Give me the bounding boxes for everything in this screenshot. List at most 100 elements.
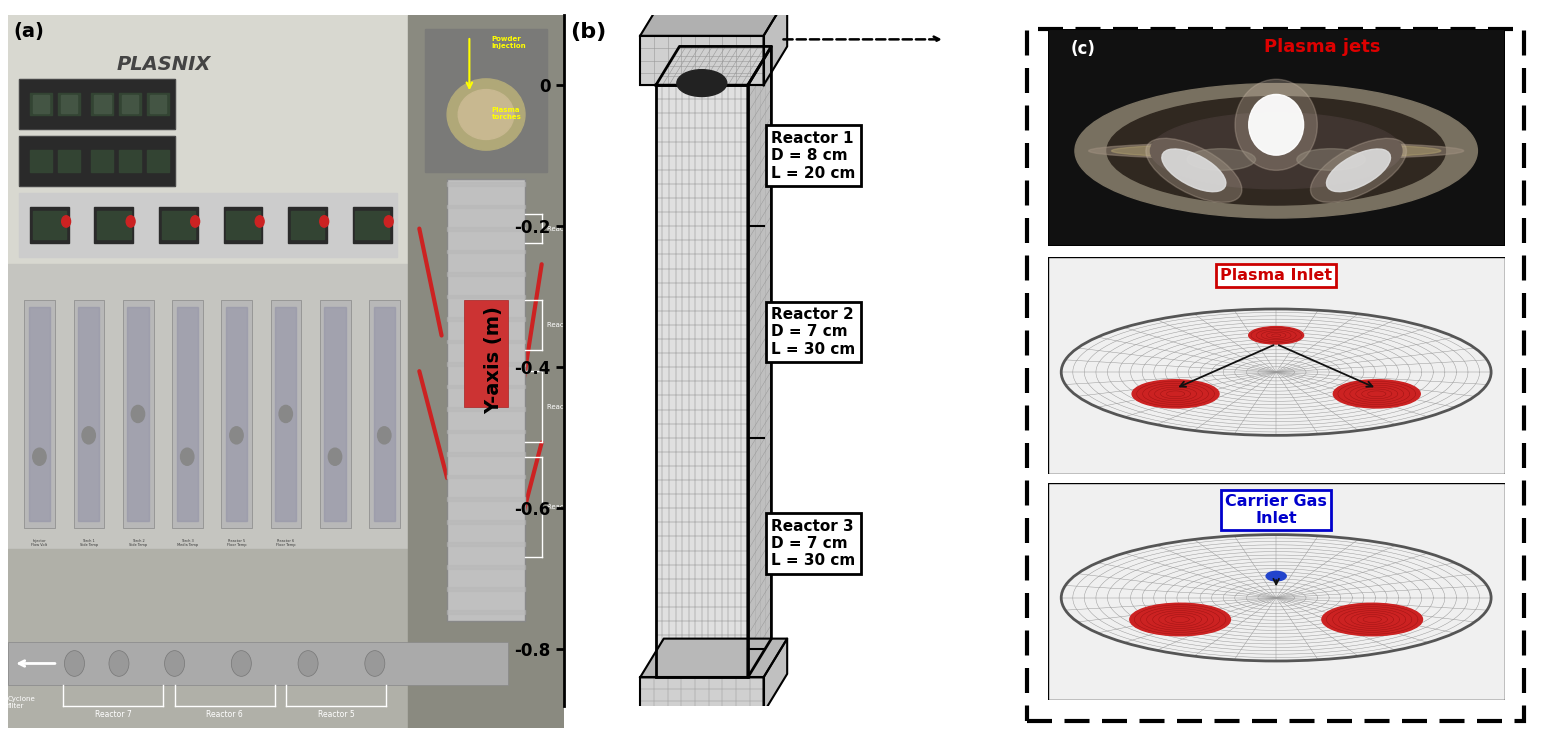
Circle shape: [181, 448, 193, 465]
Ellipse shape: [1187, 148, 1256, 171]
Bar: [447, 430, 525, 434]
Bar: [226, 307, 247, 521]
Bar: [640, 678, 763, 713]
Circle shape: [165, 650, 184, 676]
Circle shape: [190, 216, 199, 227]
Bar: [447, 340, 525, 343]
Bar: [447, 542, 525, 546]
Ellipse shape: [1151, 113, 1401, 189]
Ellipse shape: [1323, 603, 1423, 636]
Bar: [74, 300, 104, 528]
Bar: [119, 150, 141, 171]
Bar: [159, 207, 198, 243]
Bar: [447, 227, 525, 231]
Bar: [447, 295, 525, 298]
Bar: [355, 211, 389, 240]
Text: Cyclone
filter: Cyclone filter: [8, 695, 36, 709]
Text: Reactor 2: Reactor 2: [547, 322, 581, 328]
Bar: [162, 211, 195, 240]
Bar: [171, 300, 202, 528]
Bar: [290, 211, 324, 240]
Text: Powder
injection: Powder injection: [491, 36, 527, 49]
Text: Reactor 1: Reactor 1: [547, 226, 581, 232]
Bar: [57, 150, 80, 171]
Bar: [226, 211, 260, 240]
Bar: [275, 307, 297, 521]
Bar: [147, 93, 168, 115]
Circle shape: [1265, 571, 1287, 581]
Bar: [150, 96, 167, 113]
Bar: [447, 565, 525, 569]
Text: (b): (b): [570, 22, 607, 42]
Text: Torch 2
Side Temp: Torch 2 Side Temp: [128, 539, 147, 548]
Bar: [8, 265, 408, 550]
Bar: [32, 96, 49, 113]
Bar: [464, 300, 508, 407]
Bar: [320, 300, 351, 528]
Bar: [221, 300, 252, 528]
Circle shape: [230, 427, 243, 444]
Ellipse shape: [459, 90, 514, 140]
Bar: [19, 79, 175, 129]
Text: Carrier Gas
Inlet: Carrier Gas Inlet: [1225, 494, 1327, 526]
Circle shape: [377, 427, 391, 444]
Bar: [640, 678, 763, 713]
Bar: [147, 150, 168, 171]
Bar: [408, 15, 564, 728]
Bar: [447, 318, 525, 321]
Bar: [447, 272, 525, 276]
Circle shape: [82, 427, 96, 444]
Bar: [655, 85, 748, 678]
Bar: [127, 307, 148, 521]
Bar: [640, 36, 763, 85]
Bar: [374, 307, 396, 521]
Text: (c): (c): [1071, 40, 1095, 58]
Bar: [287, 207, 328, 243]
Text: Reactor 3
D = 7 cm
L = 30 cm: Reactor 3 D = 7 cm L = 30 cm: [771, 519, 856, 568]
Bar: [8, 550, 564, 728]
Ellipse shape: [1162, 149, 1225, 192]
Bar: [29, 93, 53, 115]
Bar: [447, 362, 525, 366]
Polygon shape: [763, 639, 788, 713]
Y-axis label: Y-axis (m): Y-axis (m): [484, 306, 504, 414]
Circle shape: [32, 448, 46, 465]
Bar: [447, 610, 525, 614]
Circle shape: [365, 650, 385, 676]
Polygon shape: [748, 46, 771, 678]
Ellipse shape: [1106, 96, 1446, 205]
Bar: [29, 307, 49, 521]
Text: PLASNIX: PLASNIX: [116, 55, 210, 74]
Bar: [655, 85, 748, 678]
Circle shape: [65, 650, 85, 676]
Bar: [119, 93, 141, 115]
Bar: [91, 93, 113, 115]
Bar: [124, 300, 153, 528]
Circle shape: [232, 650, 252, 676]
Bar: [447, 587, 525, 591]
Polygon shape: [640, 639, 788, 678]
Circle shape: [280, 406, 292, 423]
Circle shape: [385, 216, 392, 227]
Bar: [8, 15, 408, 357]
Text: Reactor 6: Reactor 6: [207, 710, 243, 719]
Text: (a): (a): [14, 22, 45, 41]
Bar: [8, 642, 508, 685]
Bar: [640, 36, 763, 85]
Bar: [19, 193, 397, 257]
Bar: [447, 520, 525, 523]
Bar: [29, 207, 70, 243]
Bar: [447, 407, 525, 411]
Bar: [352, 207, 391, 243]
Bar: [324, 307, 346, 521]
Bar: [25, 300, 56, 528]
Ellipse shape: [1075, 84, 1477, 218]
Text: Torch 1
Side Temp: Torch 1 Side Temp: [80, 539, 97, 548]
Bar: [447, 179, 525, 620]
Text: Injector
Flow Volt: Injector Flow Volt: [31, 539, 48, 548]
Ellipse shape: [677, 70, 726, 96]
Text: Plasma jets: Plasma jets: [1264, 38, 1380, 56]
Ellipse shape: [1146, 138, 1242, 202]
Ellipse shape: [447, 79, 525, 150]
Bar: [447, 182, 525, 186]
